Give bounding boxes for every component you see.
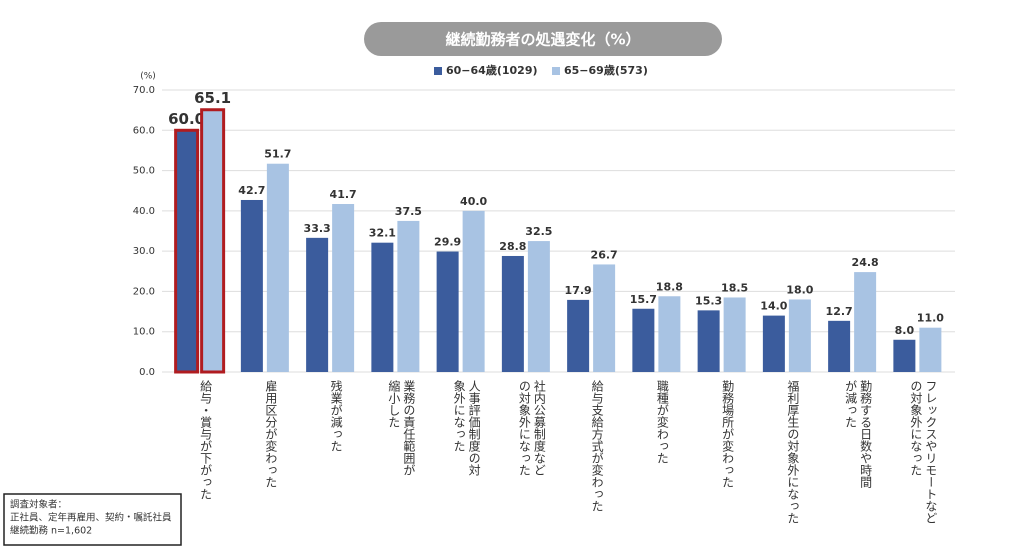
bar	[240, 199, 263, 372]
value-label: 18.0	[786, 283, 813, 296]
bar	[723, 297, 746, 372]
bar	[788, 299, 811, 372]
value-label: 42.7	[238, 184, 265, 197]
bar	[266, 163, 289, 372]
bar	[527, 241, 550, 372]
bar	[306, 237, 329, 372]
value-label: 32.1	[369, 227, 396, 240]
y-tick-label: 10.0	[133, 327, 155, 338]
bar	[697, 310, 720, 372]
x-tick-label: 業務の責任範囲が	[402, 380, 416, 476]
bar	[174, 128, 200, 374]
value-label: 12.7	[826, 305, 853, 318]
bar	[593, 264, 616, 372]
x-tick-label: フレックスやリモートなど	[924, 380, 938, 524]
x-tick-label: の対象外になった	[909, 380, 923, 476]
value-label: 8.0	[895, 324, 915, 337]
value-label: 32.5	[525, 225, 552, 238]
x-tick-label: 縮小した	[387, 379, 401, 428]
chart-title: 継続勤務者の処遇変化（%）	[445, 31, 640, 49]
note-line: 調査対象者：	[10, 499, 67, 511]
x-tick-label: 社内公募制度など	[532, 379, 546, 476]
value-label: 41.7	[330, 188, 357, 201]
bar	[567, 299, 590, 372]
bar	[828, 320, 851, 372]
x-tick-label: 勤務場所が変わった	[721, 380, 735, 488]
bar	[371, 242, 394, 372]
x-tick-label: 職種が変わった	[655, 380, 669, 464]
value-label: 17.9	[565, 284, 592, 297]
x-tick-label: 給与支給方式が変わった	[590, 380, 604, 512]
bar	[200, 108, 226, 374]
value-label: 40.0	[460, 195, 487, 208]
value-label: 33.3	[304, 222, 331, 235]
x-tick-label: 雇用区分が変わった	[264, 379, 278, 488]
legend-label: 60−64歳(1029)	[446, 63, 538, 77]
y-tick-label: 40.0	[133, 206, 155, 217]
legend-swatch	[434, 67, 442, 75]
bar	[436, 251, 459, 372]
value-label: 15.7	[630, 293, 657, 306]
value-label: 14.0	[760, 300, 787, 313]
title-pill	[364, 22, 722, 56]
value-label: 18.8	[656, 280, 683, 293]
legend-label: 65−69歳(573)	[564, 63, 648, 77]
bar	[501, 255, 524, 372]
bar	[462, 210, 485, 372]
value-label: 24.8	[852, 256, 879, 269]
y-tick-label: 30.0	[133, 246, 155, 257]
x-tick-label: 福利厚生の対象外になった	[786, 379, 800, 524]
bar	[632, 308, 655, 372]
y-unit: (%)	[140, 72, 156, 82]
bar	[919, 327, 942, 372]
note-box	[3, 493, 182, 546]
value-label: 11.0	[917, 312, 944, 325]
note-line: 継続勤務 n=1,602	[10, 525, 92, 537]
x-tick-label: が減った	[844, 380, 858, 428]
value-label: 26.7	[591, 248, 618, 261]
x-tick-label: 人事評価制度の対	[467, 380, 481, 476]
value-label: 60.0	[168, 110, 205, 128]
value-label: 18.5	[721, 281, 748, 294]
bar	[762, 315, 785, 372]
bar	[854, 272, 877, 372]
value-label: 28.8	[499, 240, 526, 253]
y-tick-label: 20.0	[133, 286, 155, 297]
x-tick-label: の対象外になった	[517, 380, 531, 476]
value-label: 37.5	[395, 205, 422, 218]
y-tick-label: 70.0	[133, 85, 155, 96]
value-label: 29.9	[434, 236, 461, 249]
x-tick-label: 給与・賞与が下がった	[199, 380, 213, 500]
legend-swatch	[552, 67, 560, 75]
x-tick-label: 勤務する日数や時間	[859, 380, 873, 488]
bar	[658, 296, 681, 372]
value-label: 51.7	[264, 148, 291, 161]
x-tick-label: 象外になった	[452, 380, 466, 452]
bar	[893, 339, 916, 372]
bar	[397, 220, 420, 372]
x-tick-label: 残業が減った	[329, 380, 343, 452]
value-label: 65.1	[194, 89, 231, 107]
bar	[332, 204, 355, 372]
note-line: 正社員、定年再雇用、契約・嘱託社員	[10, 512, 172, 524]
value-label: 15.3	[695, 294, 722, 307]
y-tick-label: 0.0	[139, 367, 155, 378]
y-tick-label: 50.0	[133, 166, 155, 177]
y-tick-label: 60.0	[133, 125, 155, 136]
